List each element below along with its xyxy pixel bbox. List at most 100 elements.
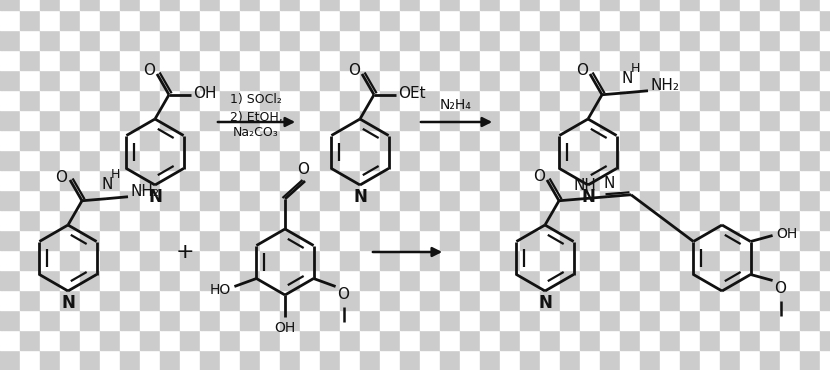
Bar	[340, 330, 360, 350]
Bar	[80, 190, 100, 210]
Bar	[820, 30, 830, 50]
Bar	[140, 350, 160, 370]
Bar	[820, 310, 830, 330]
Bar	[180, 270, 200, 290]
Bar	[20, 190, 40, 210]
Bar	[200, 50, 220, 70]
Bar	[560, 210, 580, 230]
Bar	[80, 0, 100, 10]
Bar	[120, 230, 140, 250]
Bar	[400, 290, 420, 310]
Bar	[560, 70, 580, 90]
Bar	[520, 270, 540, 290]
Bar	[660, 70, 680, 90]
Bar	[220, 30, 240, 50]
Bar	[80, 10, 100, 30]
Bar	[160, 310, 180, 330]
Bar	[100, 250, 120, 270]
Bar	[380, 30, 400, 50]
Bar	[680, 310, 700, 330]
Bar	[340, 290, 360, 310]
Bar	[480, 210, 500, 230]
Bar	[620, 290, 640, 310]
Bar	[360, 150, 380, 170]
Bar	[500, 50, 520, 70]
Bar	[80, 330, 100, 350]
Bar	[340, 0, 360, 10]
Bar	[400, 170, 420, 190]
Text: N₂H₄: N₂H₄	[440, 98, 472, 112]
Bar	[80, 130, 100, 150]
Bar	[260, 10, 280, 30]
Bar	[720, 150, 740, 170]
Bar	[220, 190, 240, 210]
Bar	[240, 270, 260, 290]
Bar	[560, 130, 580, 150]
Bar	[440, 190, 460, 210]
Bar	[340, 110, 360, 130]
Bar	[380, 330, 400, 350]
Bar	[240, 330, 260, 350]
Bar	[800, 90, 820, 110]
Bar	[640, 0, 660, 10]
Bar	[520, 130, 540, 150]
Bar	[0, 210, 20, 230]
Bar	[500, 10, 520, 30]
Bar	[280, 130, 300, 150]
Bar	[300, 0, 320, 10]
Bar	[100, 0, 120, 10]
Bar	[20, 0, 40, 10]
Bar	[440, 50, 460, 70]
Bar	[240, 170, 260, 190]
Bar	[620, 210, 640, 230]
Bar	[720, 310, 740, 330]
Bar	[680, 250, 700, 270]
Bar	[600, 30, 620, 50]
Bar	[500, 70, 520, 90]
Bar	[520, 50, 540, 70]
Bar	[540, 10, 560, 30]
Bar	[40, 30, 60, 50]
Bar	[380, 350, 400, 370]
Bar	[800, 350, 820, 370]
Bar	[460, 270, 480, 290]
Bar	[340, 190, 360, 210]
Bar	[160, 230, 180, 250]
Bar	[600, 190, 620, 210]
Bar	[800, 10, 820, 30]
Bar	[140, 190, 160, 210]
Bar	[500, 170, 520, 190]
Bar	[380, 310, 400, 330]
Bar	[100, 90, 120, 110]
Bar	[560, 190, 580, 210]
Bar	[560, 250, 580, 270]
Bar	[80, 110, 100, 130]
Bar	[20, 110, 40, 130]
Bar	[140, 70, 160, 90]
Bar	[380, 90, 400, 110]
Bar	[40, 170, 60, 190]
Bar	[520, 190, 540, 210]
Text: OH: OH	[275, 321, 295, 335]
Text: N: N	[603, 176, 615, 191]
Bar	[520, 210, 540, 230]
Bar	[360, 270, 380, 290]
Bar	[140, 290, 160, 310]
Bar	[360, 110, 380, 130]
Bar	[300, 310, 320, 330]
Bar	[240, 290, 260, 310]
Bar	[340, 310, 360, 330]
Bar	[100, 330, 120, 350]
Bar	[480, 110, 500, 130]
Bar	[740, 130, 760, 150]
Bar	[440, 270, 460, 290]
Bar	[320, 290, 340, 310]
Bar	[140, 210, 160, 230]
Bar	[120, 170, 140, 190]
Bar	[420, 310, 440, 330]
Bar	[420, 270, 440, 290]
Bar	[460, 350, 480, 370]
Bar	[760, 90, 780, 110]
Bar	[620, 350, 640, 370]
Bar	[540, 130, 560, 150]
